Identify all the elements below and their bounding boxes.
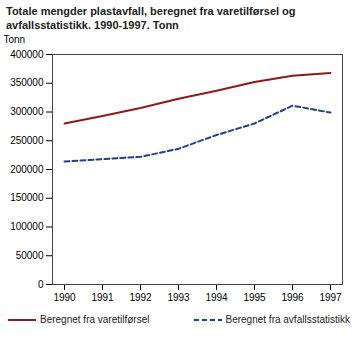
svg-text:50000: 50000 (16, 250, 44, 261)
svg-text:1995: 1995 (243, 292, 266, 303)
svg-text:400000: 400000 (10, 49, 44, 60)
html-text:Totale mengder plastavfall, be: Totale mengder plastavfall, beregnet fra… (6, 5, 296, 31)
svg-text:300000: 300000 (10, 106, 44, 117)
svg-text:1996: 1996 (281, 292, 304, 303)
svg-text:0: 0 (38, 279, 44, 290)
svg-text:150000: 150000 (10, 192, 44, 203)
svg-text:1997: 1997 (319, 292, 342, 303)
html-text:Beregnet fra varetilførsel: Beregnet fra varetilførsel (40, 314, 150, 325)
svg-text:350000: 350000 (10, 77, 44, 88)
svg-text:1991: 1991 (91, 292, 114, 303)
html-text:Beregnet fra avfallsstatistikk: Beregnet fra avfallsstatistikk (225, 314, 350, 325)
svg-text:1992: 1992 (129, 292, 152, 303)
svg-text:1994: 1994 (205, 292, 228, 303)
svg-text:200000: 200000 (10, 164, 44, 175)
svg-text:1993: 1993 (167, 292, 190, 303)
svg-text:100000: 100000 (10, 221, 44, 232)
svg-text:Tonn: Tonn (4, 34, 26, 45)
svg-text:250000: 250000 (10, 135, 44, 146)
svg-text:1990: 1990 (53, 292, 76, 303)
